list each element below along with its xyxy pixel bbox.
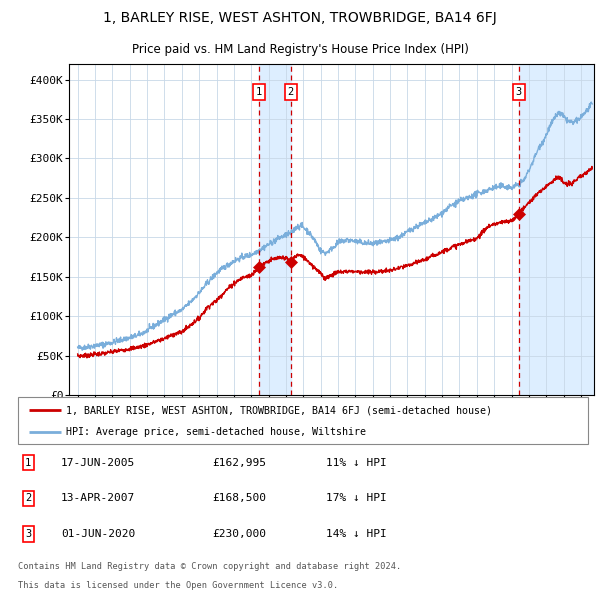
Text: £162,995: £162,995 (212, 458, 266, 468)
Text: 1, BARLEY RISE, WEST ASHTON, TROWBRIDGE, BA14 6FJ (semi-detached house): 1, BARLEY RISE, WEST ASHTON, TROWBRIDGE,… (67, 405, 493, 415)
Text: £230,000: £230,000 (212, 529, 266, 539)
Text: 11% ↓ HPI: 11% ↓ HPI (326, 458, 386, 468)
Text: 2: 2 (25, 493, 31, 503)
Text: Price paid vs. HM Land Registry's House Price Index (HPI): Price paid vs. HM Land Registry's House … (131, 44, 469, 57)
Text: This data is licensed under the Open Government Licence v3.0.: This data is licensed under the Open Gov… (18, 581, 338, 590)
Text: HPI: Average price, semi-detached house, Wiltshire: HPI: Average price, semi-detached house,… (67, 428, 367, 437)
Text: 14% ↓ HPI: 14% ↓ HPI (326, 529, 386, 539)
Text: 3: 3 (516, 87, 522, 97)
Text: 13-APR-2007: 13-APR-2007 (61, 493, 135, 503)
Bar (519, 64, 594, 395)
Text: Contains HM Land Registry data © Crown copyright and database right 2024.: Contains HM Land Registry data © Crown c… (18, 562, 401, 571)
Text: 3: 3 (25, 529, 31, 539)
Text: 1: 1 (25, 458, 31, 468)
Text: 17% ↓ HPI: 17% ↓ HPI (326, 493, 386, 503)
Text: 1, BARLEY RISE, WEST ASHTON, TROWBRIDGE, BA14 6FJ: 1, BARLEY RISE, WEST ASHTON, TROWBRIDGE,… (103, 11, 497, 25)
Text: 1: 1 (256, 87, 262, 97)
Text: 2: 2 (287, 87, 294, 97)
Text: 17-JUN-2005: 17-JUN-2005 (61, 458, 135, 468)
Bar (259, 64, 291, 395)
Text: £168,500: £168,500 (212, 493, 266, 503)
Text: 01-JUN-2020: 01-JUN-2020 (61, 529, 135, 539)
